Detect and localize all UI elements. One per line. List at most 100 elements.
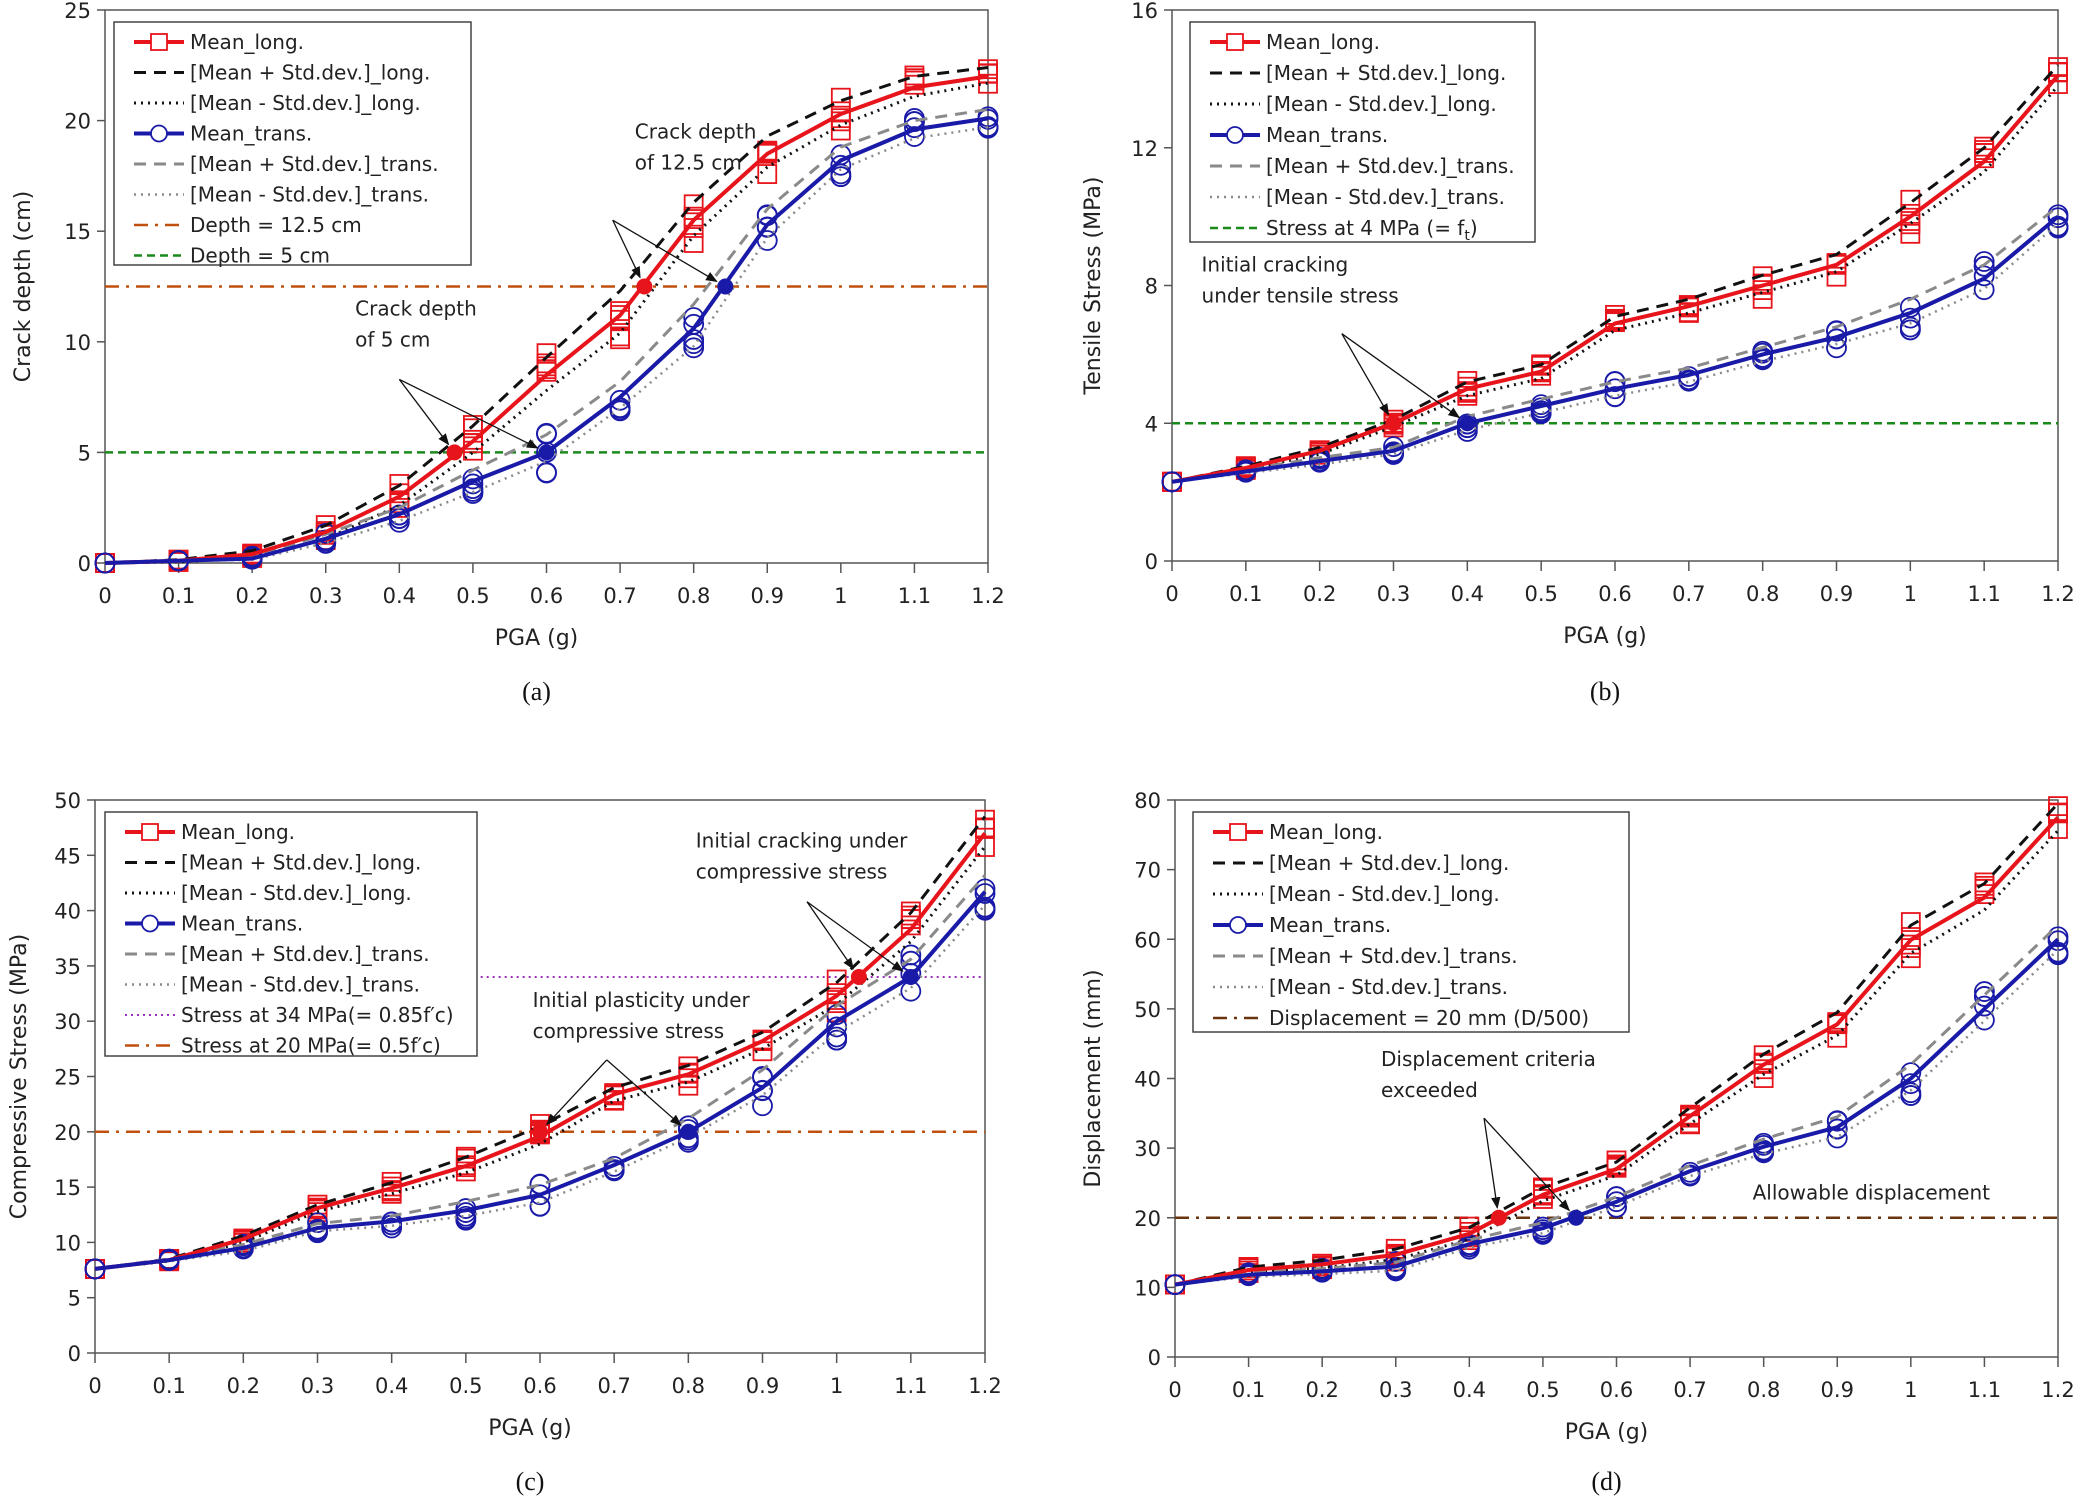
y-tick-label: 80 <box>1134 789 1161 813</box>
sample-marker-long <box>1752 288 1773 309</box>
annotation-text: Crack depth <box>355 296 477 320</box>
x-tick-label: 1.1 <box>894 1374 927 1398</box>
legend-label: [Mean - Std.dev.]_trans. <box>1266 185 1505 209</box>
sample-marker-trans <box>974 896 996 918</box>
sample-marker-long <box>683 206 704 227</box>
sample-marker-trans <box>752 1079 773 1101</box>
series-line-plus-trans <box>94 874 987 1271</box>
legend-label: [Mean - Std.dev.]_trans. <box>181 973 420 997</box>
annotation-text: Initial cracking under <box>696 829 908 853</box>
legend-label: Stress at 34 MPa(= 0.85f′c) <box>181 1003 454 1027</box>
x-tick-label: 0.9 <box>1820 582 1853 606</box>
x-tick-label: 0.3 <box>1377 582 1410 606</box>
x-tick-label: 0.1 <box>1229 582 1262 606</box>
highlight-point-trans <box>1459 415 1476 432</box>
highlight-point-trans <box>717 278 734 295</box>
sample-marker-trans <box>1678 369 1700 391</box>
x-axis-label: PGA (g) <box>1563 624 1647 649</box>
y-tick-label: 0 <box>68 1342 81 1366</box>
x-axis-label: PGA (g) <box>1565 1420 1649 1445</box>
x-axis-label: PGA (g) <box>488 1416 572 1441</box>
sample-marker-long <box>455 1161 476 1182</box>
annotation-text: compressive stress <box>696 860 888 884</box>
highlight-point-long <box>1490 1209 1507 1226</box>
legend-box <box>1189 21 1536 243</box>
annotation-text: Allowable displacement <box>1753 1181 1991 1205</box>
sample-marker-long <box>1900 189 1921 210</box>
sample-marker-long <box>1531 365 1552 386</box>
x-tick-label: 0.2 <box>1303 582 1336 606</box>
subscript: t <box>1464 228 1470 244</box>
sample-marker-long <box>683 194 704 215</box>
series-line-plus-trans <box>1171 205 2059 484</box>
x-tick-label: 1.1 <box>1967 582 2000 606</box>
x-tick-label: 1.1 <box>1968 1378 2001 1402</box>
x-tick-label: 0.4 <box>383 584 416 608</box>
panel-caption: (a) <box>522 677 551 706</box>
series-line-mean-trans <box>1174 937 2060 1287</box>
highlight-point-trans <box>902 968 919 985</box>
sample-marker-trans <box>974 883 996 904</box>
y-tick-label: 10 <box>1134 1276 1161 1300</box>
sample-marker-trans <box>1900 1085 1922 1106</box>
legend-label-rest: ) <box>1470 216 1478 240</box>
sample-marker-trans <box>529 1184 551 1206</box>
x-tick-label: 0.9 <box>1821 1378 1854 1402</box>
legend-label: [Mean + Std.dev.]_long. <box>1266 61 1506 85</box>
legend-label: [Mean - Std.dev.]_long. <box>190 91 421 115</box>
x-tick-label: 0.6 <box>523 1374 556 1398</box>
y-tick-label: 50 <box>1134 998 1161 1022</box>
sample-marker-long <box>978 63 998 84</box>
legend-label: [Mean + Std.dev.]_trans. <box>1269 944 1518 968</box>
highlight-point-long <box>1385 415 1402 432</box>
sample-marker-trans <box>1385 1251 1407 1272</box>
x-tick-label: 0.8 <box>677 584 710 608</box>
annotation-arrow <box>606 1059 682 1126</box>
highlight-point-long <box>636 278 653 295</box>
x-tick-label: 1.2 <box>2041 1378 2074 1402</box>
series-line-plus-trans <box>1174 924 2060 1287</box>
panel-c: 0 5 10 15 20 25 30 35 40 45 50 0 0.1 0.2 0.3 0.4 0.5 0.6 0… <box>7 789 1002 1496</box>
panel-d: 0 10 20 30 40 50 60 70 80 0 0.1 0.2 0.3 0.4 0.5 0.6 0.7 0… <box>1081 789 2075 1496</box>
x-tick-label: 0.3 <box>301 1374 334 1398</box>
x-tick-label: 0.6 <box>1600 1378 1633 1402</box>
series-line-plus-long <box>1171 64 2060 484</box>
sample-marker-long <box>757 164 778 184</box>
y-tick-label: 0 <box>78 552 91 576</box>
y-tick-label: 35 <box>54 955 81 979</box>
y-tick-label: 4 <box>1145 412 1158 436</box>
legend-label: [Mean - Std.dev.]_long. <box>181 881 412 905</box>
x-tick-label: 0.1 <box>162 584 195 608</box>
legend-label: [Mean + Std.dev.]_trans. <box>190 152 439 176</box>
sample-marker-trans <box>826 1029 848 1051</box>
y-tick-label: 40 <box>54 900 81 924</box>
annotation-arrow <box>546 1059 608 1126</box>
x-tick-label: 0.5 <box>1526 1378 1559 1402</box>
legend-label: Mean_long. <box>181 820 295 844</box>
x-tick-label: 0.4 <box>1453 1378 1486 1402</box>
annotation-arrow <box>398 379 450 446</box>
panel-b: 0 4 8 12 16 0 0.1 0.2 0.3 0.4 0.5 0.6 0.7 0.8 0.9 1 1.1 1… <box>1081 0 2075 706</box>
y-tick-label: 70 <box>1134 859 1161 883</box>
x-tick-label: 0.2 <box>227 1374 260 1398</box>
legend-box <box>113 21 472 266</box>
y-tick-label: 0 <box>1148 1346 1161 1370</box>
sample-marker-long <box>463 429 483 450</box>
x-tick-label: 1 <box>1904 1378 1917 1402</box>
legend-label: Stress at 20 MPa(= 0.5f′c) <box>181 1034 441 1058</box>
legend-label: [Mean + Std.dev.]_long. <box>190 61 430 85</box>
y-tick-label: 12 <box>1131 137 1158 161</box>
sample-marker-trans <box>1974 995 1995 1017</box>
highlight-point-trans <box>1568 1209 1585 1226</box>
x-tick-label: 1 <box>834 584 847 608</box>
annotation-arrow <box>806 901 904 972</box>
annotation-text: under tensile stress <box>1202 284 1399 308</box>
sample-marker-long <box>610 329 630 350</box>
legend-label: [Mean + Std.dev.]_long. <box>181 851 421 875</box>
sample-marker-long <box>1900 203 1921 224</box>
y-tick-label: 45 <box>54 844 81 868</box>
x-tick-label: 0.9 <box>751 584 784 608</box>
legend-label: Displacement = 20 mm (D/500) <box>1269 1006 1589 1030</box>
y-axis-label: Crack depth (cm) <box>11 191 36 382</box>
legend-label: [Mean - Std.dev.]_trans. <box>1269 975 1508 999</box>
